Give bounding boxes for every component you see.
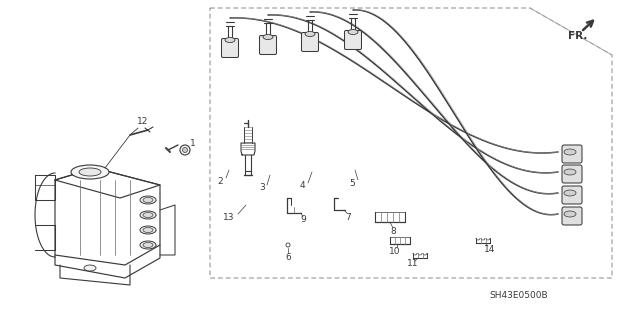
- Text: 2: 2: [217, 177, 223, 187]
- Text: 1: 1: [190, 138, 196, 147]
- Circle shape: [286, 243, 290, 247]
- Text: 4: 4: [299, 182, 305, 190]
- FancyBboxPatch shape: [562, 165, 582, 183]
- Ellipse shape: [79, 168, 101, 176]
- Text: 6: 6: [285, 253, 291, 262]
- Text: 11: 11: [407, 259, 419, 269]
- FancyBboxPatch shape: [344, 31, 362, 49]
- Ellipse shape: [225, 38, 235, 42]
- Text: 5: 5: [349, 179, 355, 188]
- Ellipse shape: [143, 212, 153, 218]
- Ellipse shape: [140, 226, 156, 234]
- Text: 13: 13: [223, 212, 235, 221]
- Text: 12: 12: [138, 117, 148, 127]
- FancyBboxPatch shape: [562, 207, 582, 225]
- Ellipse shape: [143, 197, 153, 203]
- Ellipse shape: [140, 241, 156, 249]
- Ellipse shape: [564, 211, 576, 217]
- Text: SH43E0500B: SH43E0500B: [490, 292, 548, 300]
- Text: 8: 8: [390, 227, 396, 236]
- Ellipse shape: [305, 32, 315, 36]
- Text: 3: 3: [259, 183, 265, 192]
- FancyBboxPatch shape: [562, 145, 582, 163]
- Ellipse shape: [564, 149, 576, 155]
- Text: 14: 14: [484, 244, 496, 254]
- Ellipse shape: [564, 169, 576, 175]
- Ellipse shape: [180, 145, 190, 155]
- Ellipse shape: [348, 29, 358, 34]
- Ellipse shape: [143, 227, 153, 233]
- FancyBboxPatch shape: [301, 33, 319, 51]
- FancyBboxPatch shape: [562, 186, 582, 204]
- Ellipse shape: [182, 147, 188, 152]
- Text: 7: 7: [345, 212, 351, 221]
- Ellipse shape: [71, 165, 109, 179]
- FancyBboxPatch shape: [221, 39, 239, 57]
- Ellipse shape: [143, 242, 153, 248]
- Ellipse shape: [84, 265, 96, 271]
- Ellipse shape: [140, 196, 156, 204]
- FancyBboxPatch shape: [259, 35, 276, 55]
- Ellipse shape: [263, 34, 273, 40]
- Text: FR.: FR.: [568, 31, 588, 41]
- Ellipse shape: [140, 211, 156, 219]
- Ellipse shape: [564, 190, 576, 196]
- Text: 10: 10: [389, 248, 401, 256]
- Text: 9: 9: [300, 216, 306, 225]
